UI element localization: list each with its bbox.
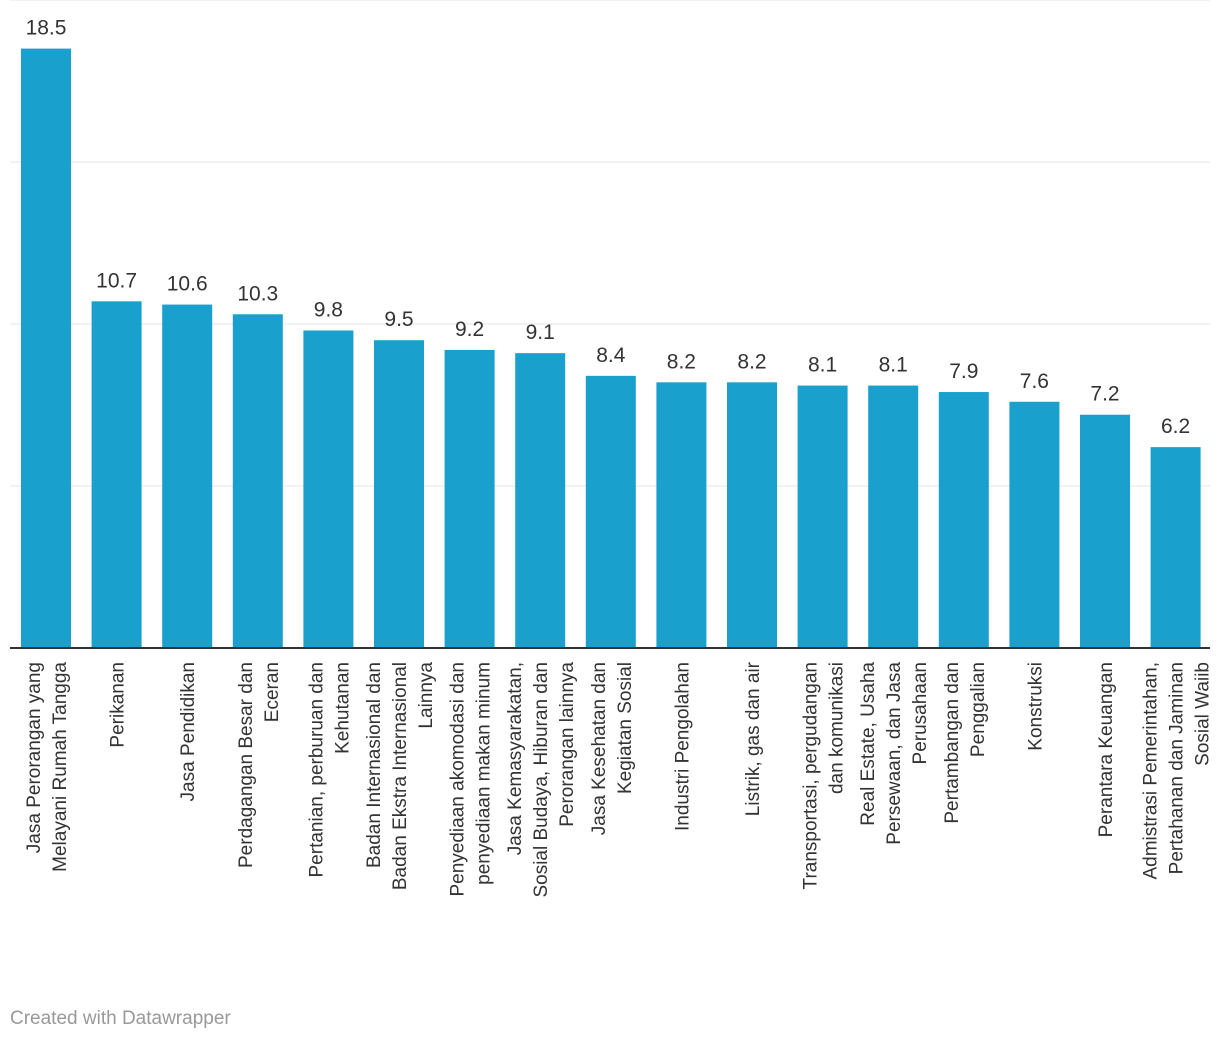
category-labels: Jasa Perorangan yang Melayani Rumah Tangg… — [24, 661, 1214, 897]
bars — [21, 48, 1201, 649]
category-label-line: Penyediaan akomodasi dan — [448, 662, 469, 897]
category-label-line: Eceran — [262, 662, 283, 722]
category-label: Perdagangan Besar dan Eceran — [236, 662, 283, 868]
bar-value-label: 18.5 — [26, 17, 67, 40]
category-label: Perikanan — [108, 662, 129, 748]
category-label: Industri Pengolahan — [672, 662, 693, 831]
category-label-line: Perikanan — [108, 662, 129, 748]
bar-value-label: 8.1 — [808, 354, 837, 377]
category-label-line: Konstruksi — [1025, 662, 1046, 751]
category-label-line: Badan Ekstra Internasional — [390, 662, 411, 890]
bar — [515, 353, 566, 648]
bar-value-label: 9.5 — [384, 308, 413, 331]
bar-value-label: 7.6 — [1020, 370, 1049, 393]
category-label-line: Listrik, gas dan air — [743, 661, 764, 816]
category-label: Listrik, gas dan air — [743, 661, 764, 816]
category-label: Badan Internasional dan Badan Ekstra Inte… — [364, 662, 437, 891]
bar — [91, 301, 142, 648]
bar-value-label: 9.2 — [455, 318, 484, 341]
bar-value-label: 7.9 — [949, 360, 978, 383]
category-label: Pertambangan dan Penggalian — [942, 662, 989, 824]
bar-value-label: 8.2 — [737, 350, 766, 373]
bar — [232, 314, 283, 648]
bar — [444, 349, 495, 648]
bar — [1150, 447, 1201, 648]
category-label-line: dan komunikasi — [827, 662, 848, 794]
category-label-line: Admistrasi Pemerintahan, — [1141, 662, 1162, 880]
category-label-line: Melayani Rumah Tangga — [50, 662, 71, 872]
bar-value-label: 8.2 — [667, 350, 696, 373]
bar — [1009, 401, 1060, 648]
category-label-line: Perorangan lainnya — [557, 662, 578, 827]
category-label-line: Kehutanan — [332, 662, 353, 754]
bar-value-label: 9.1 — [526, 321, 555, 344]
category-label: Penyediaan akomodasi dan penyediaan makan… — [448, 662, 495, 897]
bar — [585, 375, 636, 648]
category-label: Jasa Kesehatan dan Kegiatan Sosial — [589, 662, 636, 835]
category-label-line: Persewaan, dan Jasa — [884, 662, 905, 845]
bar-value-label: 10.7 — [96, 269, 137, 292]
category-label-line: Jasa Pendidikan — [178, 662, 199, 801]
bar — [1080, 414, 1130, 648]
bar-value-label: 8.1 — [879, 354, 908, 377]
value-labels: 18.5 10.7 10.6 10.3 9.8 9.5 9.2 9.1 8.4 8.2 8.2 8.1… — [26, 17, 1191, 439]
category-label-line: Perdagangan Besar dan — [236, 662, 257, 868]
category-label: Jasa Kemasyarakatan, Sosial Budaya, Hibur… — [505, 662, 578, 898]
category-label: Perantara Keuangan — [1096, 662, 1117, 837]
category-label-line: Perantara Keuangan — [1096, 662, 1117, 837]
category-label-line: Kegiatan Sosial — [615, 662, 636, 794]
category-label: Transportasi, pergudangan dan komunikasi — [801, 662, 848, 889]
bar-value-label: 9.8 — [314, 298, 343, 321]
bar-chart: 18.5 10.7 10.6 10.3 9.8 9.5 9.2 9.1 8.4 8.2 8.2 8.1… — [10, 0, 1214, 898]
category-label: Real Estate, Usaha Persewaan, dan Jasa Per… — [858, 662, 931, 845]
category-label-line: Transportasi, pergudangan — [801, 662, 822, 889]
category-label-line: Jasa Kemasyarakatan, — [505, 662, 526, 855]
bar — [303, 330, 354, 648]
bar — [797, 385, 848, 648]
bar — [868, 385, 919, 648]
bar — [938, 392, 989, 648]
bar — [374, 340, 424, 648]
category-label-line: Real Estate, Usaha — [858, 662, 879, 826]
category-label: Pertanian, perburuan dan Kehutanan — [306, 662, 353, 878]
category-label: Jasa Perorangan yang Melayani Rumah Tangg… — [24, 662, 71, 872]
category-label: Admistrasi Pemerintahan, Pertahanan dan J… — [1141, 662, 1214, 880]
category-label-line: Jasa Perorangan yang — [24, 662, 45, 853]
category-label-line: Lainnya — [416, 662, 437, 729]
bar-value-label: 8.4 — [596, 344, 626, 367]
category-label-line: Pertanian, perburuan dan — [306, 662, 327, 878]
category-label-line: Pertahanan dan Jaminan — [1167, 662, 1188, 874]
bar — [727, 382, 777, 648]
bar-value-label: 6.2 — [1161, 415, 1190, 438]
bar-value-label: 10.6 — [167, 273, 208, 296]
category-label-line: Badan Internasional dan — [364, 662, 385, 868]
category-label-line: Jasa Kesehatan dan — [589, 662, 610, 835]
category-label-line: Sosial Budaya, Hiburan dan — [531, 662, 552, 898]
category-label-line: Sosial Waiib — [1193, 662, 1214, 766]
category-label-line: Penggalian — [968, 662, 989, 757]
category-label: Konstruksi — [1025, 662, 1046, 751]
category-label-line: Industri Pengolahan — [672, 662, 693, 831]
bar-value-label: 10.3 — [237, 282, 278, 305]
bar-value-label: 7.2 — [1090, 383, 1119, 406]
category-label-line: penyediaan makan minum — [474, 662, 495, 885]
bar — [656, 382, 707, 648]
bar — [21, 48, 71, 649]
category-label-line: Pertambangan dan — [942, 662, 963, 824]
category-label-line: Perusahaan — [910, 662, 931, 764]
bar — [162, 304, 213, 648]
category-label: Jasa Pendidikan — [178, 662, 199, 801]
footer-credit: Created with Datawrapper — [10, 1008, 231, 1029]
